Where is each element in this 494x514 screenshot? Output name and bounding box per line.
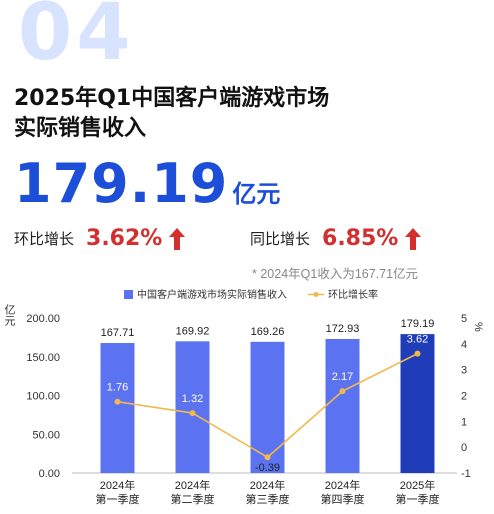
footnote: * 2024年Q1收入为167.71亿元 (252, 267, 419, 281)
y-right-tick-label: 3 (461, 365, 467, 377)
x-tick-label: 第四季度 (321, 492, 365, 506)
growth-point (339, 388, 346, 395)
y-right-axis-label: % (472, 322, 484, 332)
x-tick-label: 2024年 (100, 478, 135, 492)
headline-revenue: 179.19 亿元 (14, 152, 280, 215)
x-tick-label: 第一季度 (396, 492, 440, 506)
page-title: 2025年Q1中国客户端游戏市场 实际销售收入 (14, 84, 484, 144)
bar (175, 341, 210, 473)
bar (100, 343, 135, 473)
bar (400, 334, 435, 473)
bar-value-label: 172.93 (326, 323, 360, 335)
bar-value-label: 179.19 (401, 318, 435, 330)
up-arrow-icon (169, 227, 186, 250)
growth-point (264, 454, 271, 461)
up-arrow-icon (405, 227, 422, 250)
growth-label: -0.39 (255, 462, 280, 474)
qoq-growth: 环比增长 3.62% (14, 226, 186, 251)
growth-label: 3.62 (407, 334, 428, 346)
growth-point (114, 398, 121, 405)
growth-point (189, 410, 196, 417)
headline-unit: 亿元 (232, 180, 281, 208)
y-left-tick-label: 200.00 (26, 313, 60, 325)
y-left-tick-label: 100.00 (26, 391, 60, 403)
yoy-growth: 同比增长 6.85% (250, 226, 422, 251)
growth-label: 2.17 (332, 371, 353, 383)
y-right-tick-label: 2 (461, 391, 467, 403)
y-right-tick-label: 4 (461, 339, 467, 351)
qoq-label: 环比增长 (14, 230, 75, 248)
bar-value-label: 169.92 (176, 325, 210, 337)
x-tick-label: 第三季度 (246, 492, 290, 506)
y-right-tick-label: 1 (461, 416, 467, 428)
bar (250, 341, 285, 473)
y-right-tick-label: 5 (461, 313, 467, 325)
yoy-value: 6.85% (322, 226, 399, 251)
legend-line-label: 环比增长率 (328, 288, 378, 301)
title-line-2: 实际销售收入 (14, 116, 147, 141)
legend-bar-label: 中国客户端游戏市场实际销售收入 (137, 288, 287, 301)
y-left-tick-label: 0.00 (39, 468, 60, 480)
y-left-tick-label: 150.00 (26, 352, 60, 364)
y-left-axis-label: 亿元 (3, 304, 16, 326)
y-right-tick-label: 0 (461, 442, 467, 454)
growth-point (414, 350, 421, 357)
x-tick-label: 2024年 (250, 478, 285, 492)
x-tick-label: 2025年 (400, 478, 435, 492)
headline-value: 179.19 (14, 152, 229, 215)
bar-value-label: 167.71 (101, 327, 135, 339)
x-tick-label: 第二季度 (171, 492, 215, 506)
x-tick-label: 2024年 (325, 478, 360, 492)
y-left-tick-label: 50.00 (32, 429, 60, 441)
bar-value-label: 169.26 (251, 326, 285, 338)
y-right-tick-label: -1 (461, 468, 471, 480)
bar (325, 338, 360, 473)
growth-label: 1.76 (107, 382, 128, 394)
section-number: 04 (18, 0, 135, 78)
yoy-label: 同比增长 (250, 230, 311, 248)
qoq-value: 3.62% (86, 226, 163, 251)
legend-bar-swatch (124, 290, 133, 299)
legend-line-marker (313, 292, 319, 297)
x-tick-label: 第一季度 (96, 492, 140, 506)
x-tick-label: 2024年 (175, 478, 210, 492)
growth-label: 1.32 (182, 393, 203, 405)
title-line-1: 2025年Q1中国客户端游戏市场 (14, 86, 330, 111)
